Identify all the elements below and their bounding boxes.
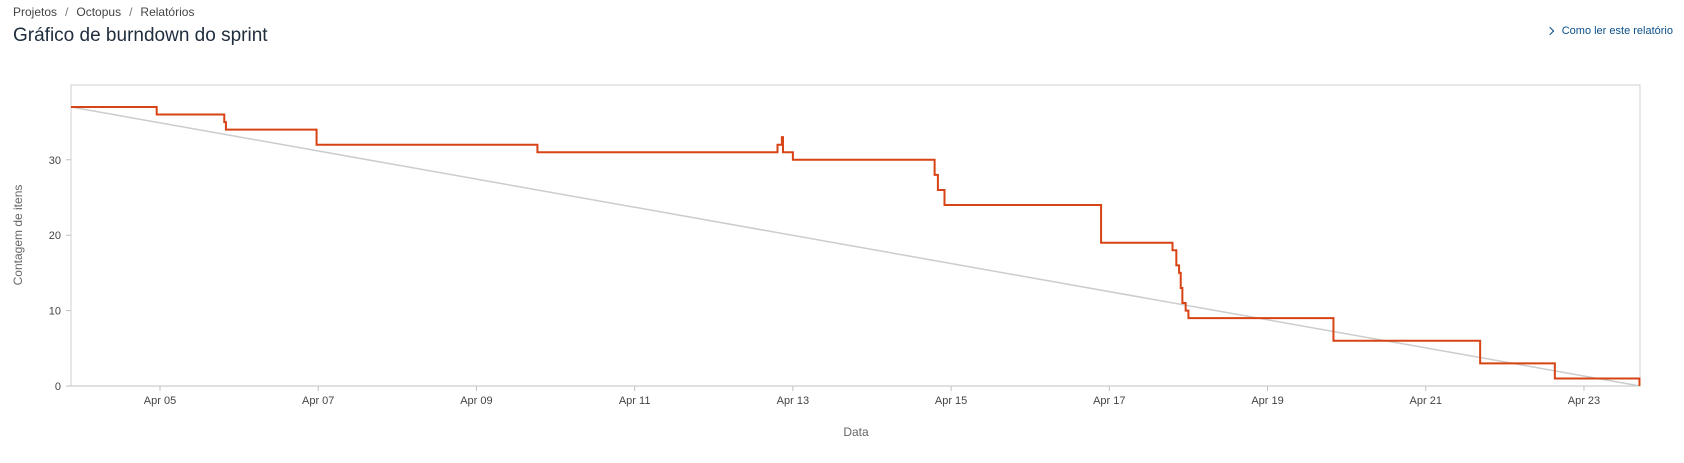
y-tick-label: 30 [49, 155, 61, 167]
x-tick-label: Apr 17 [1093, 395, 1125, 407]
x-axis-label: Data [843, 425, 869, 439]
y-axis-ticks: 0 10 20 30 [49, 155, 71, 393]
chart-series [70, 106, 1641, 387]
breadcrumb: Projetos / Octopus / Relatórios [13, 5, 194, 19]
x-tick-label: Apr 15 [935, 395, 967, 407]
breadcrumb-separator: / [129, 5, 133, 19]
remaining-work-line [71, 106, 1641, 386]
x-tick-label: Apr 07 [302, 395, 334, 407]
how-to-read-report-label: Como ler este relatório [1561, 25, 1673, 37]
x-tick-label: Apr 19 [1251, 395, 1283, 407]
x-tick-label: Apr 05 [144, 395, 176, 407]
y-tick-label: 20 [49, 230, 61, 242]
x-axis-ticks: Apr 05 Apr 07 Apr 09 Apr 11 Apr 13 Apr 15 Apr … [144, 386, 1600, 407]
how-to-read-report-link[interactable]: Como ler este relatório [1545, 25, 1673, 37]
x-tick-label: Apr 23 [1568, 395, 1600, 407]
breadcrumb-item-projects[interactable]: Projetos [13, 5, 58, 19]
ideal-trend-line [70, 106, 1641, 387]
x-tick-label: Apr 21 [1410, 395, 1442, 407]
x-tick-label: Apr 11 [619, 395, 651, 407]
x-tick-label: Apr 09 [460, 395, 492, 407]
breadcrumb-separator: / [65, 5, 69, 19]
breadcrumb-item-project[interactable]: Octopus [76, 5, 122, 19]
y-axis-label: Contagem de itens [11, 185, 25, 286]
page-title: Gráfico de burndown do sprint [13, 25, 268, 46]
y-tick-label: 10 [49, 306, 61, 318]
breadcrumb-item-reports[interactable]: Relatórios [140, 5, 195, 19]
y-tick-label: 0 [55, 381, 61, 393]
x-tick-label: Apr 13 [777, 395, 809, 407]
